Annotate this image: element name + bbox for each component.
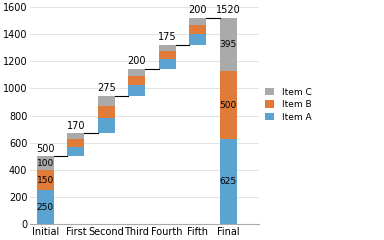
Bar bbox=[37, 156, 54, 170]
Text: 275: 275 bbox=[97, 83, 116, 93]
Text: 500: 500 bbox=[220, 101, 237, 110]
Text: 100: 100 bbox=[37, 159, 54, 168]
Bar bbox=[37, 170, 54, 190]
Text: 395: 395 bbox=[220, 40, 237, 49]
Text: 250: 250 bbox=[37, 203, 54, 212]
Text: 200: 200 bbox=[127, 56, 146, 66]
Bar bbox=[189, 25, 206, 34]
Text: 150: 150 bbox=[37, 176, 54, 185]
Bar bbox=[68, 133, 84, 139]
Text: 175: 175 bbox=[158, 32, 177, 42]
Bar bbox=[220, 18, 237, 71]
Bar bbox=[159, 45, 175, 51]
Bar bbox=[98, 96, 115, 106]
Text: 200: 200 bbox=[189, 5, 207, 15]
Bar bbox=[98, 118, 115, 133]
Bar bbox=[128, 76, 145, 85]
Bar bbox=[68, 147, 84, 156]
Bar bbox=[159, 51, 175, 59]
Bar bbox=[98, 106, 115, 118]
Text: 500: 500 bbox=[36, 144, 55, 154]
Text: 1520: 1520 bbox=[216, 5, 240, 15]
Legend: Item C, Item B, Item A: Item C, Item B, Item A bbox=[265, 88, 311, 122]
Bar bbox=[220, 71, 237, 139]
Bar bbox=[220, 139, 237, 224]
Text: 170: 170 bbox=[66, 120, 85, 131]
Bar bbox=[68, 139, 84, 147]
Bar bbox=[159, 59, 175, 69]
Bar bbox=[128, 85, 145, 96]
Bar bbox=[189, 18, 206, 25]
Text: 625: 625 bbox=[220, 177, 237, 186]
Bar bbox=[128, 69, 145, 76]
Bar bbox=[189, 34, 206, 45]
Bar bbox=[37, 190, 54, 224]
